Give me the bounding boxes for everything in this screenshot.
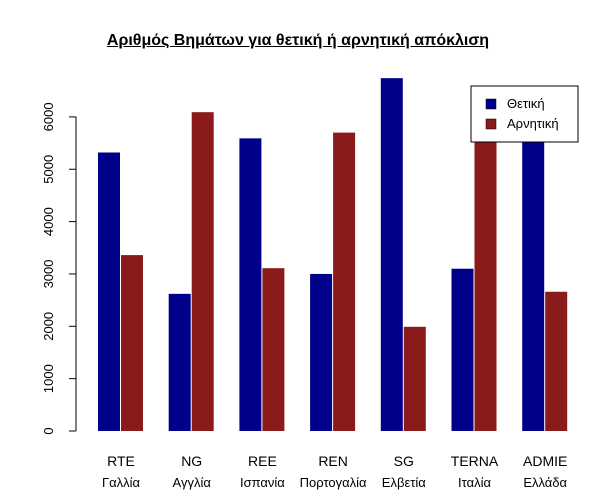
y-axis: 0 1000 2000 3000 4000 5000 6000 — [41, 102, 77, 435]
x-axis-labels: RTE Γαλλία NG Αγγλία REE Ισπανία REN Πορτογαλία… — [102, 453, 568, 490]
bar-ng-negative — [191, 112, 214, 431]
x-label-code: SG — [394, 453, 414, 469]
x-label-code: TERNA — [451, 453, 499, 469]
x-label-country: Πορτογαλία — [300, 475, 367, 490]
bar-ng-positive — [168, 293, 191, 431]
bar-group — [98, 78, 568, 432]
y-tick-label: 4000 — [41, 207, 56, 236]
bar-ree-negative — [262, 268, 285, 431]
x-label-country: Γαλλία — [102, 475, 141, 490]
legend-label: Θετική — [507, 96, 545, 111]
legend-label: Αρνητική — [507, 116, 559, 131]
x-label-country: Ισπανία — [240, 475, 285, 490]
bar-rte-positive — [98, 152, 120, 432]
legend: Θετική Αρνητική — [470, 85, 579, 143]
bar-admie-negative — [545, 291, 568, 431]
legend-swatch — [485, 118, 497, 130]
bar-ren-negative — [333, 132, 356, 432]
bar-admie-positive — [522, 138, 545, 431]
x-label-country: Ελβετία — [382, 475, 426, 490]
legend-swatch — [485, 98, 497, 110]
bar-ree-positive — [239, 138, 262, 431]
x-label-country: Αγγλία — [173, 475, 212, 490]
x-label-code: ADMIE — [523, 453, 567, 469]
x-label-code: REN — [318, 453, 348, 469]
bar-terna-positive — [451, 268, 474, 431]
x-label-code: NG — [181, 453, 202, 469]
y-tick-label: 3000 — [41, 259, 56, 288]
bar-sg-negative — [403, 326, 426, 431]
x-label-code: REE — [248, 453, 277, 469]
chart-title: Αριθμός Βημάτων για θετική ή αρνητική απ… — [106, 32, 490, 49]
y-tick-label: 6000 — [41, 102, 56, 131]
bar-terna-negative — [474, 140, 497, 431]
x-label-country: Ιταλία — [458, 475, 491, 490]
bar-sg-positive — [380, 78, 403, 431]
y-tick-label: 2000 — [41, 312, 56, 341]
bar-rte-negative — [121, 255, 143, 431]
legend-box — [470, 85, 579, 143]
y-tick-label: 5000 — [41, 155, 56, 184]
y-tick-label: 0 — [41, 427, 56, 434]
x-label-country: Ελλάδα — [523, 475, 567, 490]
x-label-code: RTE — [107, 453, 135, 469]
bar-ren-positive — [310, 273, 333, 431]
y-tick-label: 1000 — [41, 364, 56, 393]
